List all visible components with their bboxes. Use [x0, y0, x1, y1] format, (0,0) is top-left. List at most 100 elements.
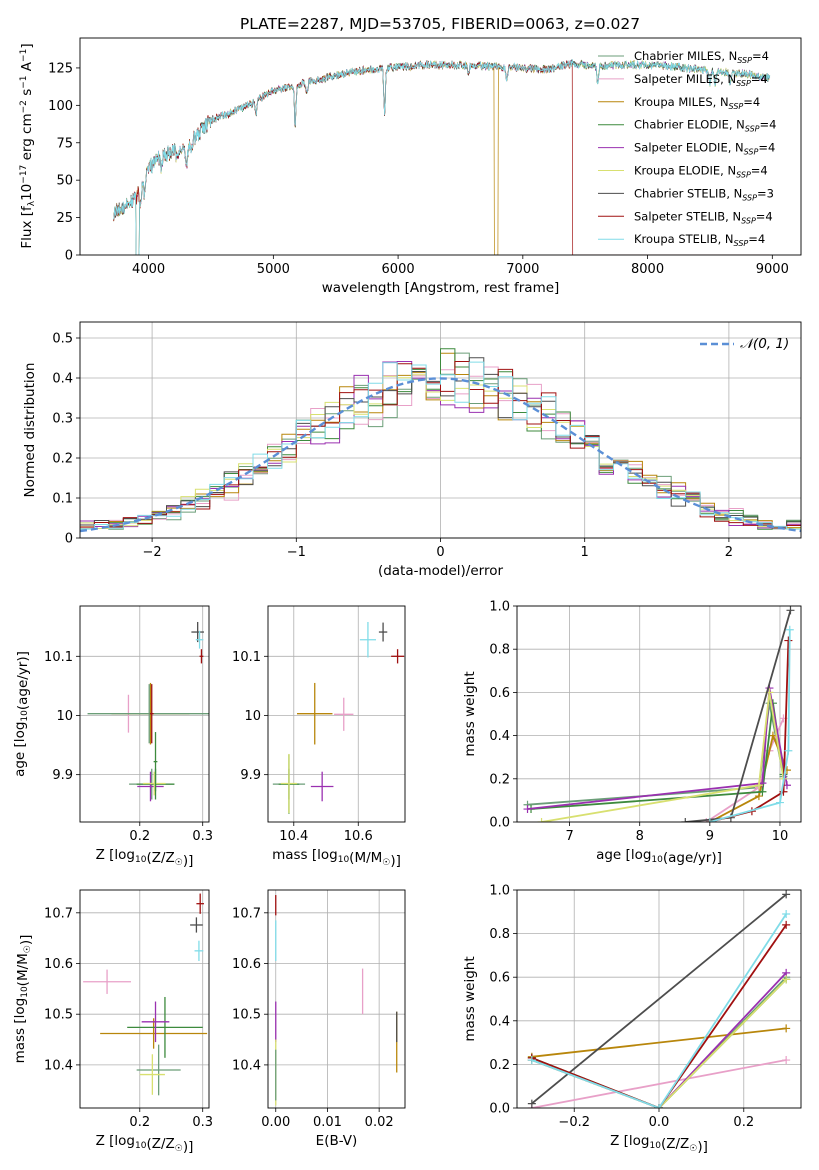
legend-label: Chabrier MILES, NSSP=4: [634, 49, 769, 65]
spectrum-line: [113, 59, 771, 255]
weight-marker: [758, 787, 767, 796]
x-axis-label: age [log10(age/yr)]: [596, 847, 722, 866]
plot-area: [80, 348, 801, 533]
error-bar-point: [391, 649, 405, 664]
weight-line: [531, 913, 787, 1108]
axes-weight_vs_age: 7 8 9 10 0.0 0.2 0.4 0.6 0.8 1.0 age [log10(age/yr…: [462, 600, 802, 866]
y-tick-label: 10.5: [44, 1008, 73, 1023]
spectrum-line: [113, 59, 770, 255]
y-tick-label: 0.1: [52, 492, 73, 507]
x-tick-label: 0.00: [261, 1115, 290, 1130]
y-tick-label: 10.6: [44, 957, 73, 972]
histogram-step: [80, 361, 801, 528]
x-tick-label: 9: [706, 829, 714, 844]
plot-area: [275, 895, 398, 1106]
error-bar-point: [195, 630, 204, 649]
y-axis-label: mass weight: [462, 956, 478, 1041]
x-tick-label: 7000: [506, 262, 539, 277]
weight-marker: [782, 975, 791, 984]
error-bar-point: [127, 996, 203, 1058]
weight-line: [531, 893, 787, 1105]
error-bar-point: [196, 893, 204, 914]
y-tick-label: 0.2: [489, 772, 510, 787]
error-bar-point: [194, 940, 204, 961]
axes-age_vs_Z: 0.2 0.3 9.9 10 10.1 Z [log10(Z/Z☉)] age [log10…: [12, 605, 213, 869]
y-tick-label: 10: [244, 709, 261, 724]
error-bar-point: [280, 753, 298, 814]
error-bar-point: [359, 621, 376, 658]
x-tick-label: 0.01: [313, 1115, 342, 1130]
x-tick-label: 6000: [382, 262, 415, 277]
grid: [80, 890, 209, 1108]
axes-frame: [267, 889, 406, 1109]
x-tick-label: 0.2: [129, 829, 150, 844]
y-tick-label: 1.0: [489, 600, 510, 615]
weight-marker: [527, 1099, 536, 1108]
weight-line: [541, 692, 785, 822]
legend-label: Salpeter STELIB, NSSP=4: [634, 209, 773, 225]
x-tick-label: −0.2: [558, 1115, 590, 1130]
x-axis-label: mass [log10(M/M☉)]: [272, 847, 401, 869]
error-bar-point: [153, 732, 158, 792]
weight-marker: [786, 606, 795, 615]
y-tick-label: 0: [65, 532, 73, 547]
legend: Chabrier MILES, NSSP=4 Salpeter MILES, NS…: [598, 49, 776, 248]
error-bar-point: [136, 1044, 181, 1096]
error-bar-point: [137, 771, 164, 802]
x-tick-label: 2: [725, 545, 733, 560]
weight-marker: [784, 746, 793, 755]
y-tick-label: 25: [56, 211, 73, 226]
error-bar-point: [191, 621, 204, 643]
error-bar-point: [310, 771, 334, 802]
y-tick-label: 0.2: [52, 452, 73, 467]
y-tick-label: 0.3: [52, 412, 73, 427]
legend-label: Chabrier ELODIE, NSSP=4: [634, 118, 776, 134]
axes-frame: [516, 605, 802, 823]
weight-marker: [779, 787, 788, 796]
y-tick-label: 75: [56, 136, 73, 151]
y-tick-label: 9.9: [240, 768, 261, 783]
x-tick-label: 10: [772, 829, 789, 844]
y-tick-label: 0.5: [52, 332, 73, 347]
error-bar-point: [378, 622, 388, 642]
y-axis-label: Normed distribution: [22, 363, 38, 498]
y-tick-label: 10.1: [232, 650, 261, 665]
y-tick-label: 0.4: [489, 1014, 510, 1029]
x-tick-label: −2: [143, 545, 162, 560]
error-bar-point: [83, 969, 131, 994]
weight-marker: [782, 920, 791, 929]
x-tick-label: 4000: [132, 262, 165, 277]
legend-label: Salpeter MILES, NSSP=4: [634, 72, 768, 88]
axes-mass_vs_Z: 0.2 0.3 10.4 10.5 10.6 10.7 Z [log10(Z/Z☉)] mas…: [12, 889, 213, 1155]
weight-marker: [754, 781, 763, 790]
y-tick-label: 0.6: [489, 686, 510, 701]
histogram-step: [80, 348, 801, 530]
x-tick-label: 1: [581, 545, 589, 560]
axes-frame: [516, 889, 802, 1109]
axes-residuals: −2 −1 0 1 2 0 0.1 0.2 0.3 0.4 0.5 (data-model)/erro…: [22, 321, 802, 579]
x-tick-label: −1: [287, 545, 306, 560]
y-tick-label: 10.1: [44, 650, 73, 665]
x-tick-label: 0.3: [192, 1115, 213, 1130]
y-tick-label: 0.4: [52, 372, 73, 387]
spectrum-line: [113, 59, 771, 255]
weight-marker: [785, 625, 794, 634]
y-tick-label: 0.8: [489, 927, 510, 942]
weight-line: [531, 1027, 787, 1058]
plot-area: [83, 893, 208, 1096]
y-tick-label: 50: [56, 174, 73, 189]
x-tick-label: 10.6: [344, 829, 373, 844]
y-tick-label: 10.6: [232, 957, 261, 972]
x-tick-label: 0.3: [192, 829, 213, 844]
x-axis-label: (data-model)/error: [378, 563, 504, 579]
legend-label: Salpeter ELODIE, NSSP=4: [634, 141, 775, 157]
axes-frame: [79, 605, 210, 823]
x-tick-label: 0: [436, 545, 444, 560]
x-axis-label: E(B-V): [316, 1133, 358, 1149]
axes-mass_vs_ebv: 0.00 0.01 0.02 10.4 10.5 10.6 10.7 E(B-V): [232, 889, 406, 1149]
legend-label: Kroupa ELODIE, NSSP=4: [634, 164, 768, 180]
error-bar-point: [139, 1054, 165, 1095]
weight-marker: [681, 818, 690, 822]
y-axis-label: mass [log10(M/M☉)]: [12, 935, 34, 1064]
